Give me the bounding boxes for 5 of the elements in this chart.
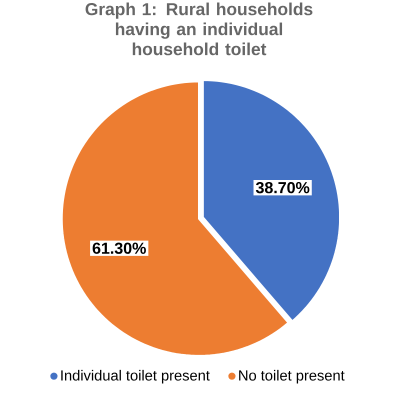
data-label: 38.70% (256, 182, 310, 194)
data-label: 61.30% (92, 242, 146, 254)
legend-label: Individual toilet present (61, 370, 210, 384)
legend-label: No toilet present (239, 370, 345, 384)
chart-title: Graph 1: Rural households having an individual household toilet (86, 2, 312, 56)
